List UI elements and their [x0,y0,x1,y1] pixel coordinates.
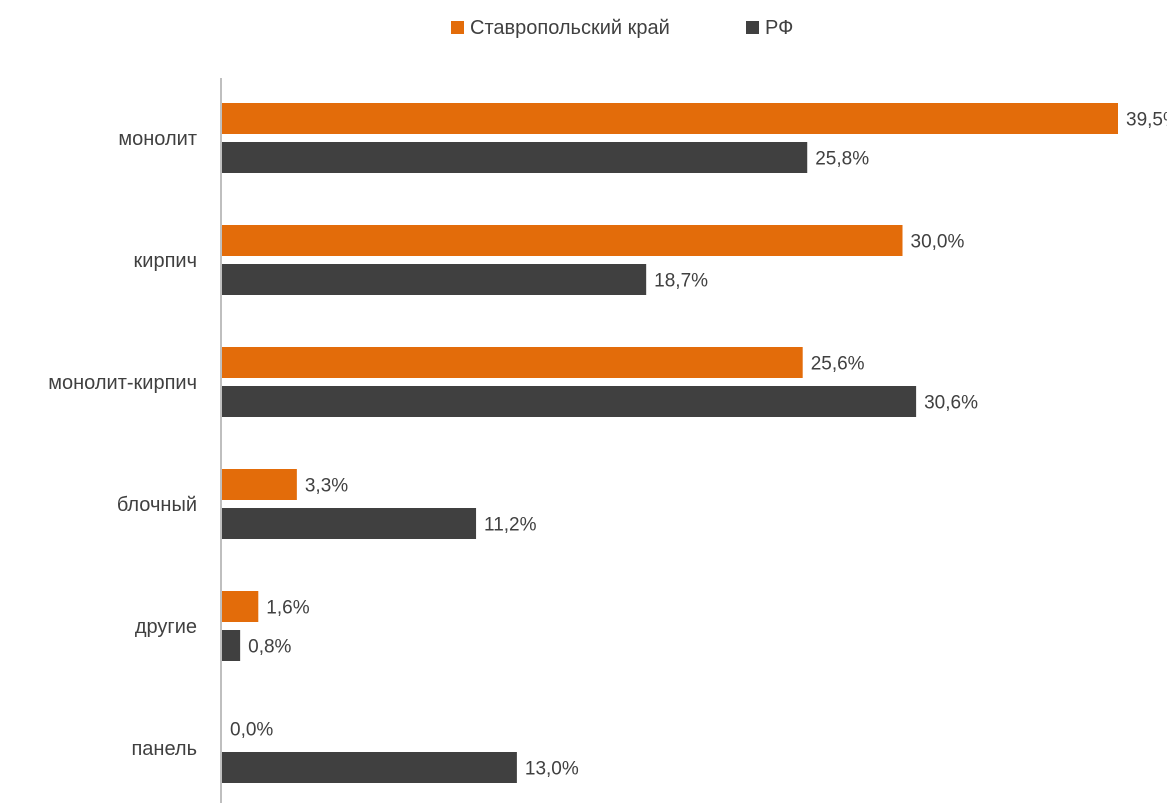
bar-stavropol [222,347,803,378]
legend-label-rf: РФ [765,17,793,39]
bar-stavropol [222,103,1118,134]
legend-swatch-rf [746,21,759,34]
data-label-rf: 13,0% [525,759,579,780]
category-label: блочный [117,494,197,516]
data-label-rf: 0,8% [248,637,291,658]
data-label-stavropol: 0,0% [230,720,273,741]
category-label: монолит-кирпич [48,372,197,394]
data-label-rf: 30,6% [924,393,978,414]
bar-rf [222,508,477,539]
category-label: монолит [118,128,197,150]
category-label: другие [135,616,197,638]
bar-rf [222,264,647,295]
bar-stavropol [222,591,259,622]
bars-group [222,103,1118,783]
legend-label-stavropol: Ставропольский край [470,17,670,39]
data-label-rf: 18,7% [654,271,708,292]
data-label-stavropol: 1,6% [266,598,309,619]
bar-rf [222,752,517,783]
data-labels: 39,5% 25,8% 30,0% 18,7% 25,6% 30,6% 3,3% 11,2% 1… [230,110,1167,780]
category-label: кирпич [134,250,197,272]
bar-stavropol [222,225,903,256]
category-labels: монолит кирпич монолит-кирпич блочный другие… [48,128,197,760]
data-label-stavropol: 25,6% [811,354,865,375]
bar-stavropol [222,469,297,500]
bar-rf [222,386,917,417]
category-label: панель [131,738,197,760]
bar-rf [222,630,241,661]
legend-swatch-stavropol [451,21,464,34]
data-label-rf: 25,8% [815,149,869,170]
bar-rf [222,142,808,173]
data-label-stavropol: 39,5% [1126,110,1167,131]
data-label-stavropol: 30,0% [911,232,965,253]
data-label-rf: 11,2% [484,515,537,536]
data-label-stavropol: 3,3% [305,476,348,497]
legend: Ставропольский край РФ [451,17,793,39]
